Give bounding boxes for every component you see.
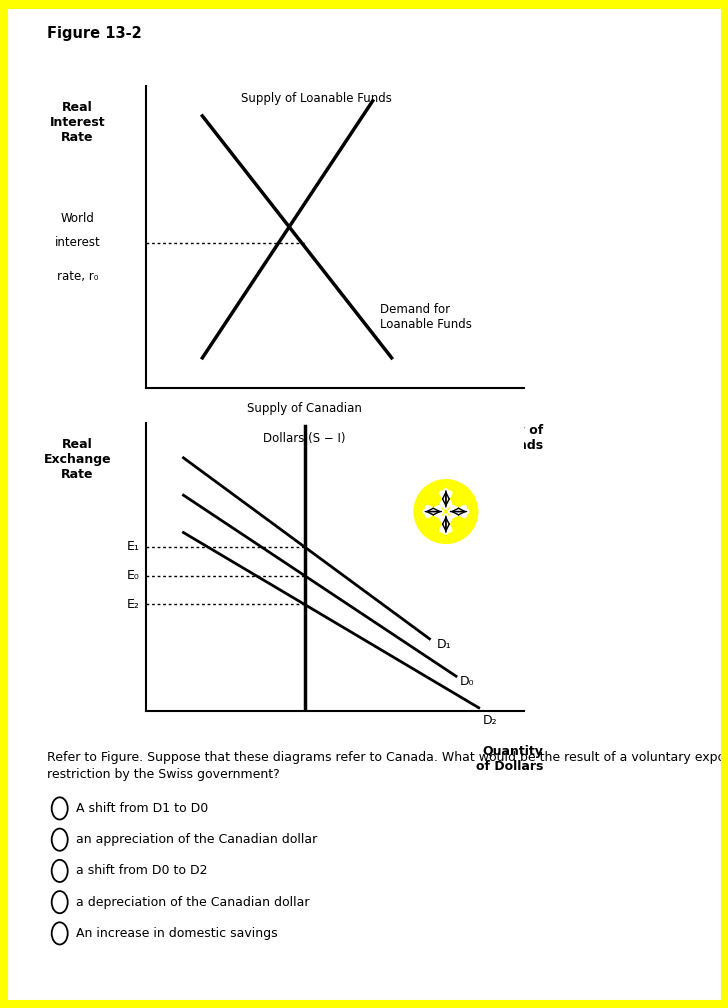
Text: Quantity
of Dollars: Quantity of Dollars [475,745,543,773]
Text: interest: interest [55,237,100,249]
Text: a depreciation of the Canadian dollar: a depreciation of the Canadian dollar [76,896,309,908]
Text: Figure 13-2: Figure 13-2 [47,26,142,41]
Text: E₂: E₂ [127,598,140,611]
Text: Quantity of
Loanable Funds: Quantity of Loanable Funds [433,424,543,453]
Text: D₁: D₁ [437,638,451,651]
Text: World: World [60,212,95,225]
Text: restriction by the Swiss government?: restriction by the Swiss government? [47,768,280,781]
Text: Refer to Figure. Suppose that these diagrams refer to Canada. What would be the : Refer to Figure. Suppose that these diag… [47,751,728,764]
Text: An increase in domestic savings: An increase in domestic savings [76,927,277,939]
Text: Created: Created [17,986,66,996]
Text: E₁: E₁ [127,540,140,553]
Text: Real
Interest
Rate: Real Interest Rate [50,101,106,144]
Circle shape [414,480,478,543]
Text: an appreciation of the Canadian dollar: an appreciation of the Canadian dollar [76,834,317,846]
Text: a shift from D0 to D2: a shift from D0 to D2 [76,865,207,877]
Text: rate, r₀: rate, r₀ [57,270,98,283]
Text: Dollars (S − I): Dollars (S − I) [264,432,346,445]
Text: D₀: D₀ [460,675,475,688]
Text: Supply of Canadian: Supply of Canadian [248,402,362,414]
Text: D₂: D₂ [483,714,497,727]
Text: Demand for
Loanable Funds: Demand for Loanable Funds [380,303,472,332]
Text: E₀: E₀ [127,570,140,582]
Text: Real
Exchange
Rate: Real Exchange Rate [44,437,111,481]
Text: A shift from D1 to D0: A shift from D1 to D0 [76,802,208,814]
Text: Supply of Loanable Funds: Supply of Loanable Funds [240,92,392,105]
